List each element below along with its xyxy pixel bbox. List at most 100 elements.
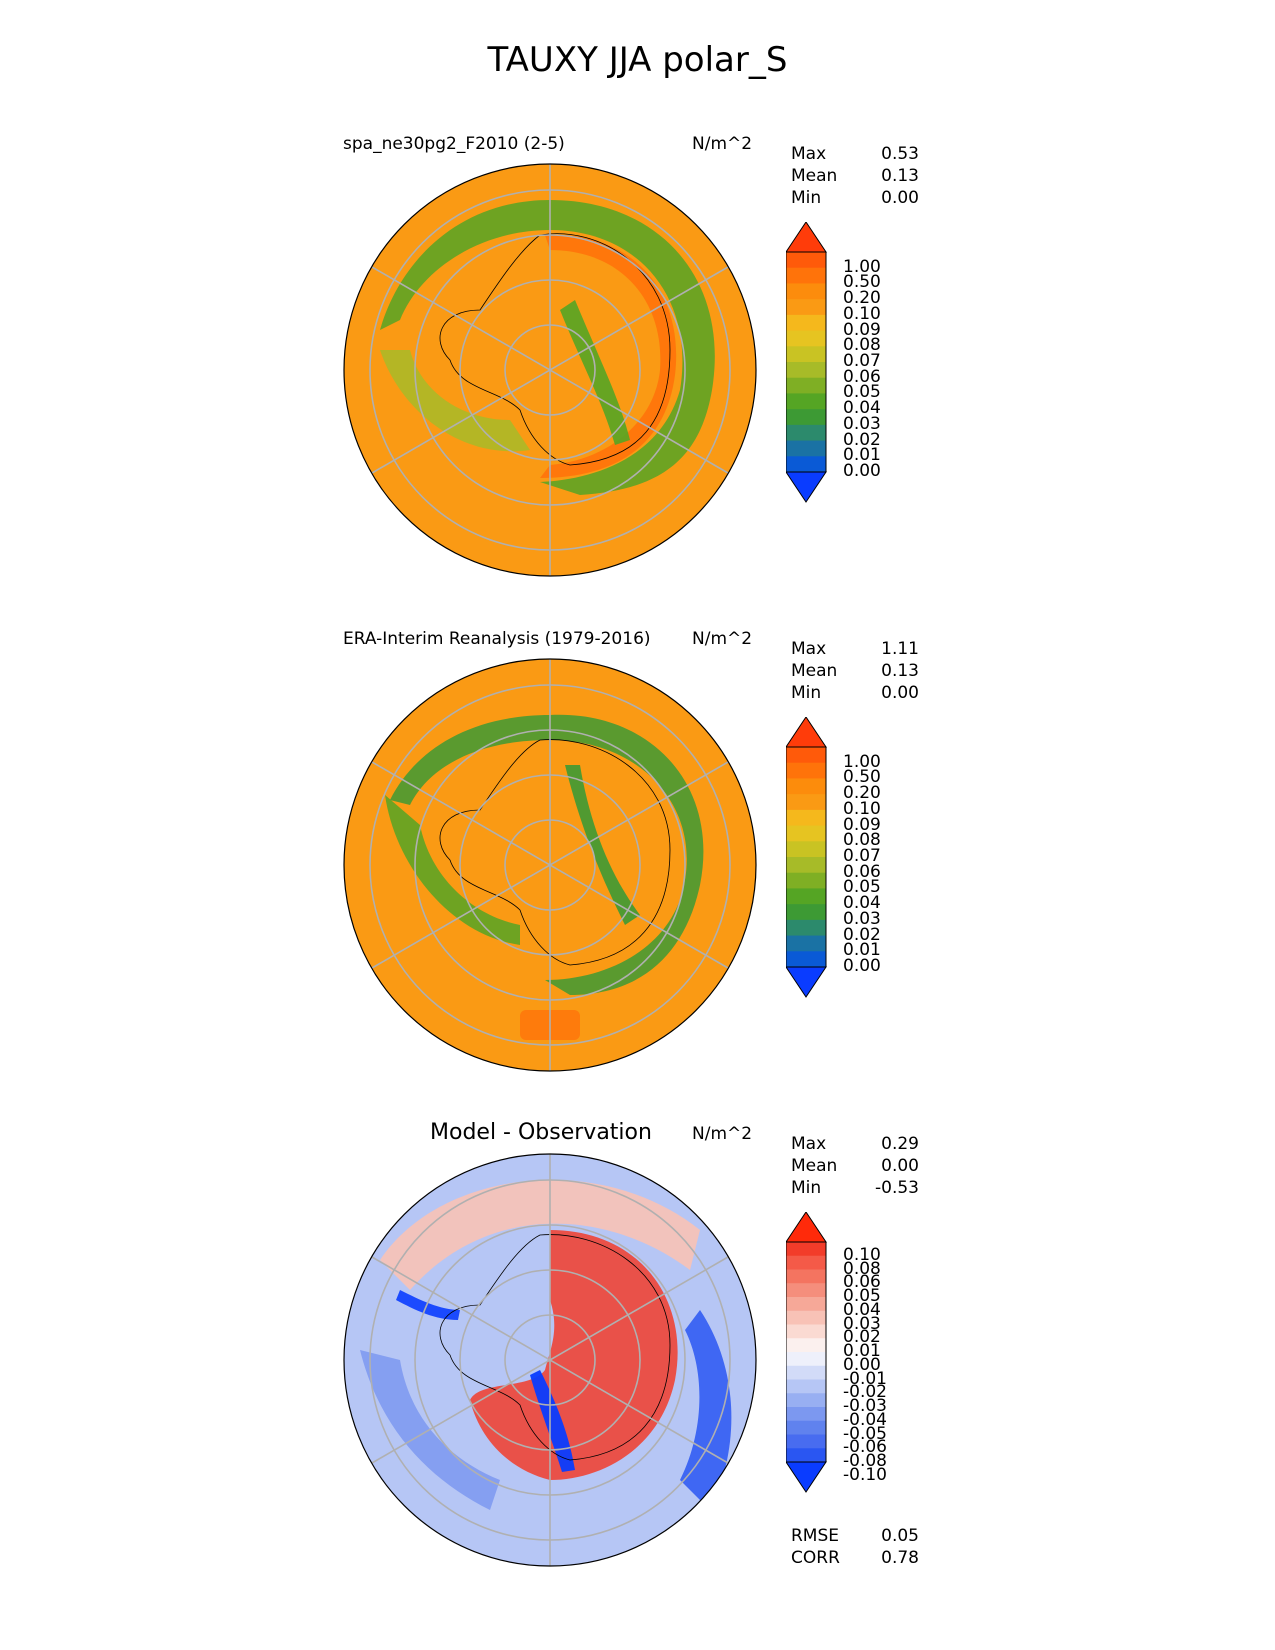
colorbar-segment [786, 841, 826, 858]
colorbar-tick-label: 0.01 [843, 1341, 881, 1361]
panel-difference: Model - Observation N/m^2 Max 0.29 Mean 0.… [0, 0, 1275, 1568]
colorbar-tick-label: 0.20 [843, 288, 881, 309]
colorbar-tick-label: -0.05 [843, 1423, 887, 1444]
map-boundary [343, 163, 757, 577]
polar-map [343, 658, 757, 1072]
colorbar-tick-label: 0.20 [843, 783, 881, 804]
stat-corr: CORR 0.78 [791, 1548, 919, 1568]
panel-units: N/m^2 [692, 629, 753, 649]
colorbar-segment [786, 857, 826, 874]
stat-min: Min -0.53 [791, 1178, 919, 1198]
colorbar-tick-label: 0.07 [843, 846, 881, 866]
colorbar-segment [786, 935, 826, 952]
colorbar-tick-label: 0.03 [843, 1313, 881, 1334]
colorbar-segment [786, 1407, 826, 1422]
map-boundary [343, 658, 757, 1072]
colorbar-tick-label: 0.09 [843, 814, 881, 835]
colorbar [786, 1212, 827, 1493]
colorbar-tick-label: 0.00 [843, 461, 881, 481]
colorbar-tick-label: -0.01 [843, 1368, 887, 1389]
colorbar-tick-label: 0.08 [843, 830, 881, 851]
panel-title: Model - Observation [430, 1120, 652, 1145]
stat-max: Max 0.53 [791, 144, 919, 164]
colorbar-extend-bottom [786, 1461, 827, 1493]
colorbar [786, 717, 827, 998]
colorbar-extend-top [786, 1212, 827, 1243]
colorbar-tick-label: 0.08 [843, 1258, 881, 1279]
colorbar-tick-label: 0.06 [843, 1272, 881, 1293]
map-green-streak [565, 765, 640, 925]
colorbar-extend-top [786, 717, 827, 748]
colorbar-segment [786, 1310, 826, 1325]
colorbar-segment [786, 252, 826, 269]
map-gridlines [369, 164, 731, 576]
colorbar-tick-label: 0.09 [843, 319, 881, 340]
colorbar-tick-label: 0.04 [843, 398, 881, 419]
map-high-stress-zone [540, 234, 677, 478]
colorbar-outline [786, 1241, 827, 1463]
colorbar-segment [786, 346, 826, 363]
colorbar-segment [786, 872, 826, 889]
map-gridlines [369, 1154, 731, 1566]
colorbar-tick-label: 0.02 [843, 429, 881, 450]
colorbar-tick-label: 0.10 [843, 303, 881, 324]
colorbar-segment [786, 778, 826, 795]
colorbar-segment [786, 1434, 826, 1449]
stat-mean: Mean 0.00 [791, 1156, 919, 1176]
colorbar-tick-label: 0.08 [843, 335, 881, 356]
panel-units: N/m^2 [692, 134, 753, 154]
polar-map [343, 163, 757, 577]
colorbar-tick-label: 0.05 [843, 877, 881, 898]
panel-model: spa_ne30pg2_F2010 (2-5) N/m^2 Max 0.53 Me… [0, 0, 1275, 577]
colorbar-tick-label: -0.08 [843, 1451, 887, 1471]
panel-observation: ERA-Interim Reanalysis (1979-2016) N/m^2… [0, 0, 1275, 1072]
panel-stats: Max 0.29 Mean 0.00 Min -0.53 [791, 1133, 919, 1199]
panel-title: spa_ne30pg2_F2010 (2-5) [343, 134, 565, 154]
antarctica-coastline [439, 1234, 671, 1461]
map-gridlines [369, 659, 731, 1071]
colorbar-segment [786, 362, 826, 379]
colorbar-segment [786, 904, 826, 921]
footer-stats: RMSE 0.05 CORR 0.78 [791, 1525, 919, 1569]
colorbar-tick-label: 0.07 [843, 351, 881, 371]
colorbar-tick-label: -0.06 [843, 1437, 887, 1458]
figure-title: TAUXY JJA polar_S [487, 40, 788, 80]
colorbar-segment [786, 888, 826, 905]
panel-stats: Max 1.11 Mean 0.13 Min 0.00 [791, 638, 919, 704]
panel-stats: Max 0.53 Mean 0.13 Min 0.00 [791, 143, 919, 209]
colorbar-segment [786, 919, 826, 937]
stat-max: Max 0.29 [791, 1134, 919, 1154]
colorbar-segment [786, 825, 826, 842]
colorbar-segment [786, 283, 826, 300]
stat-min: Min 0.00 [791, 188, 919, 208]
map-positive-zone-continent [470, 1230, 678, 1480]
colorbar-tick-label: -0.02 [843, 1382, 887, 1403]
stat-max: Max 1.11 [791, 639, 919, 659]
colorbar-segment [786, 809, 826, 827]
colorbar-tick-label: 0.02 [843, 1327, 881, 1348]
map-positive-band-north [380, 1179, 700, 1290]
stat-mean: Mean 0.13 [791, 661, 919, 681]
colorbar-tick-label: 0.10 [843, 798, 881, 819]
colorbar-segment [786, 1448, 826, 1463]
colorbar-segment [786, 377, 826, 394]
colorbar-segment [786, 1324, 826, 1339]
colorbar-segment [786, 1379, 826, 1394]
polar-map [343, 1153, 757, 1567]
panel-units: N/m^2 [692, 1124, 753, 1144]
map-boundary [343, 1153, 757, 1567]
colorbar-tick-label: 1.00 [843, 751, 881, 772]
colorbar-segment [786, 330, 826, 347]
colorbar-tick-label: 0.01 [843, 940, 881, 961]
colorbar-tick-label: 1.00 [843, 256, 881, 277]
colorbar-segment [786, 424, 826, 442]
colorbar-segment [786, 1242, 826, 1257]
colorbar-tick-label: 0.06 [843, 861, 881, 882]
colorbar-tick-label: -0.04 [843, 1409, 887, 1430]
colorbar-tick-label: 0.03 [843, 413, 881, 434]
colorbar-segment [786, 314, 826, 332]
colorbar-segment [786, 1393, 826, 1408]
colorbar-segment [786, 299, 826, 316]
stat-rmse: RMSE 0.05 [791, 1526, 919, 1546]
colorbar-segment [786, 1255, 826, 1270]
